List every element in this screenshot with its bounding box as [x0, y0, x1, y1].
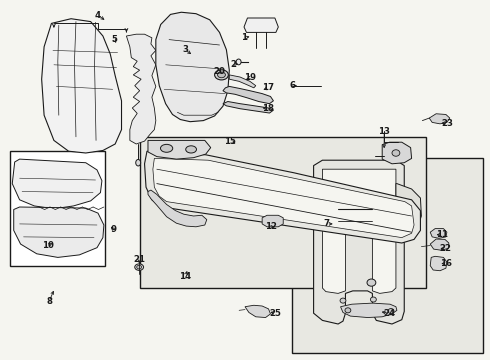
Polygon shape	[156, 12, 229, 122]
Text: 24: 24	[383, 309, 395, 318]
Polygon shape	[314, 160, 404, 324]
Text: 23: 23	[441, 118, 453, 127]
Polygon shape	[245, 305, 270, 318]
Text: 22: 22	[439, 244, 451, 253]
Text: 13: 13	[378, 127, 390, 136]
Text: 10: 10	[42, 241, 54, 250]
Text: 6: 6	[289, 81, 295, 90]
Polygon shape	[429, 114, 450, 124]
Polygon shape	[430, 229, 447, 238]
Ellipse shape	[137, 265, 142, 269]
Polygon shape	[42, 19, 122, 153]
Text: 11: 11	[436, 230, 448, 239]
Text: 7: 7	[323, 219, 329, 228]
Polygon shape	[229, 75, 256, 88]
Text: 4: 4	[95, 10, 101, 19]
Ellipse shape	[136, 159, 141, 166]
Polygon shape	[262, 215, 283, 227]
Polygon shape	[244, 18, 278, 32]
Polygon shape	[430, 239, 449, 250]
Text: 19: 19	[244, 73, 256, 82]
Ellipse shape	[370, 297, 376, 302]
Polygon shape	[322, 169, 396, 293]
Text: 8: 8	[46, 297, 52, 306]
Text: 12: 12	[266, 222, 277, 231]
Text: 14: 14	[179, 272, 191, 281]
Polygon shape	[145, 151, 420, 243]
Ellipse shape	[218, 72, 225, 78]
Text: 9: 9	[111, 225, 117, 234]
Polygon shape	[223, 102, 273, 113]
Text: 17: 17	[263, 83, 274, 92]
Ellipse shape	[334, 191, 343, 198]
Ellipse shape	[388, 309, 394, 314]
Ellipse shape	[340, 298, 346, 303]
Polygon shape	[341, 303, 397, 318]
Text: 2: 2	[230, 60, 236, 69]
Text: 16: 16	[440, 259, 452, 268]
Text: 3: 3	[182, 45, 188, 54]
Text: 5: 5	[111, 35, 117, 44]
Polygon shape	[14, 207, 104, 257]
Polygon shape	[153, 158, 414, 238]
Polygon shape	[396, 184, 421, 238]
Polygon shape	[12, 159, 102, 209]
Ellipse shape	[135, 264, 144, 270]
Polygon shape	[430, 256, 447, 271]
Ellipse shape	[215, 70, 228, 80]
Ellipse shape	[345, 308, 351, 313]
Polygon shape	[126, 34, 156, 144]
Text: 1: 1	[242, 33, 247, 42]
Bar	[292, 158, 483, 353]
Ellipse shape	[405, 209, 416, 220]
Text: 18: 18	[262, 104, 273, 112]
Ellipse shape	[161, 144, 172, 152]
Text: 15: 15	[224, 136, 236, 145]
Bar	[10, 151, 105, 266]
Ellipse shape	[367, 279, 376, 286]
Text: 25: 25	[270, 309, 281, 318]
Polygon shape	[148, 190, 207, 227]
Ellipse shape	[392, 150, 400, 156]
Text: 20: 20	[214, 68, 225, 77]
Polygon shape	[382, 142, 412, 164]
Polygon shape	[148, 140, 211, 159]
Ellipse shape	[236, 59, 241, 65]
Ellipse shape	[186, 146, 196, 153]
Bar	[140, 137, 426, 288]
Text: 21: 21	[133, 255, 145, 264]
Polygon shape	[223, 86, 273, 104]
